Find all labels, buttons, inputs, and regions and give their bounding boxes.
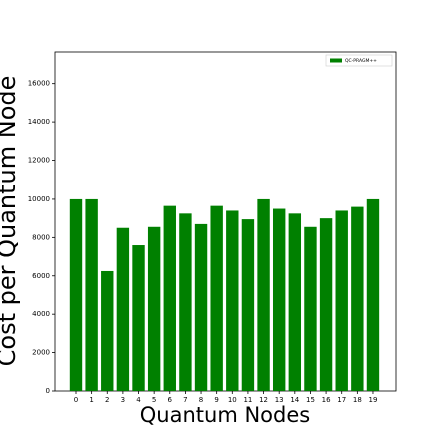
x-tick-label: 16 (322, 396, 331, 404)
x-tick-label: 12 (259, 396, 268, 404)
legend-box (325, 54, 393, 67)
bar (335, 210, 348, 391)
bar (241, 219, 255, 391)
bar (116, 227, 130, 391)
x-tick-label: 10 (228, 396, 237, 404)
x-tick-label: 14 (290, 396, 299, 404)
x-tick-label: 0 (74, 396, 78, 404)
x-tick-label: 11 (243, 396, 252, 404)
bar (288, 213, 302, 391)
bar (147, 226, 161, 391)
x-tick-label: 17 (337, 396, 346, 404)
y-tick-label: 4000 (32, 310, 50, 318)
y-tick-label: 12000 (28, 157, 50, 165)
x-tick-label: 1 (89, 396, 93, 404)
y-tick-label: 0 (46, 387, 50, 395)
bar (351, 206, 364, 391)
bar (210, 205, 223, 391)
bar (226, 210, 239, 391)
y-tick-label: 6000 (32, 272, 50, 280)
y-tick-label: 14000 (28, 118, 50, 126)
bar (304, 226, 317, 391)
legend-label: QC-PRAGM++ (345, 58, 377, 64)
x-tick-label: 6 (168, 396, 173, 404)
bar (272, 208, 286, 391)
y-tick-label: 2000 (32, 349, 50, 357)
bar (257, 198, 270, 391)
bar (319, 218, 333, 391)
x-tick-label: 19 (369, 396, 378, 404)
bar (85, 198, 98, 391)
y-tick-label: 8000 (32, 233, 50, 241)
x-tick-label: 8 (199, 396, 203, 404)
bar (69, 198, 83, 391)
x-tick-label: 13 (275, 396, 284, 404)
bar (194, 223, 208, 391)
legend-swatch (330, 58, 342, 63)
y-tick-label: 10000 (28, 195, 50, 203)
y-axis-label: Cost per Quantum Node (0, 76, 21, 367)
bar (163, 205, 176, 391)
axes-frame (54, 51, 397, 392)
x-tick-label: 9 (214, 396, 218, 404)
bar (366, 198, 380, 391)
x-tick-label: 18 (353, 396, 362, 404)
bar (132, 245, 145, 391)
x-tick-label: 15 (306, 396, 315, 404)
x-tick-label: 5 (152, 396, 156, 404)
bar (179, 213, 192, 391)
y-tick-label: 16000 (28, 80, 50, 88)
bar (101, 270, 114, 391)
x-tick-label: 2 (105, 396, 109, 404)
x-tick-label: 7 (183, 396, 187, 404)
x-tick-label: 3 (121, 396, 125, 404)
x-axis-label: Quantum Nodes (140, 403, 310, 427)
x-tick-label: 4 (136, 396, 141, 404)
